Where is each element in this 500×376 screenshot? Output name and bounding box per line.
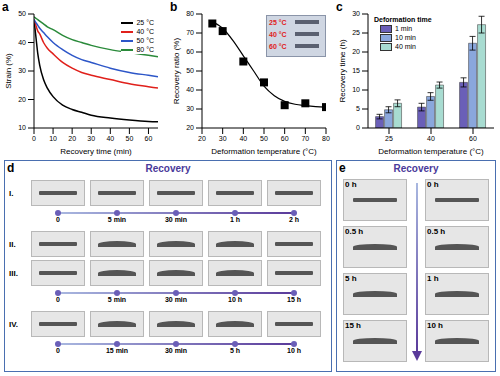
html-text:30 min: 30 min — [164, 216, 188, 223]
svg-text:30: 30 — [18, 67, 26, 74]
svg-text:40: 40 — [239, 135, 247, 142]
svg-text:30: 30 — [219, 135, 227, 142]
html-text:15 min: 15 min — [105, 347, 129, 354]
svg-text:0: 0 — [356, 124, 360, 131]
html-text:Recovery: Recovery — [393, 163, 439, 174]
html-text:10 h: 10 h — [287, 347, 301, 354]
svg-text:40: 40 — [106, 135, 114, 142]
svg-text:80: 80 — [186, 10, 194, 17]
svg-text:40: 40 — [18, 39, 26, 46]
svg-text:60: 60 — [186, 48, 194, 55]
html-text:0: 0 — [56, 216, 60, 223]
html-text:d: d — [7, 161, 15, 175]
html-text:0.5 h: 0.5 h — [427, 227, 446, 236]
html-text:5 min: 5 min — [107, 216, 127, 223]
html-text:1 h: 1 h — [427, 274, 439, 283]
svg-text:30: 30 — [352, 10, 360, 17]
html-text:III.: III. — [9, 268, 18, 278]
svg-text:20: 20 — [68, 135, 76, 142]
html-text:I.: I. — [9, 188, 14, 198]
svg-text:10: 10 — [352, 86, 360, 93]
html-text:IV.: IV. — [9, 319, 18, 329]
svg-text:Recovery ratio (%): Recovery ratio (%) — [172, 38, 181, 105]
html-text:a: a — [2, 0, 9, 14]
html-text:10 h: 10 h — [228, 296, 242, 303]
svg-text:10: 10 — [18, 124, 26, 131]
html-text:5 min: 5 min — [107, 296, 127, 303]
svg-text:5: 5 — [356, 105, 360, 112]
html-text:1 h: 1 h — [229, 216, 241, 223]
svg-text:60: 60 — [469, 135, 477, 142]
svg-text:50: 50 — [18, 10, 26, 17]
svg-text:10: 10 — [49, 135, 57, 142]
svg-text:50: 50 — [260, 135, 268, 142]
html-text:c: c — [336, 0, 343, 14]
svg-text:60: 60 — [281, 135, 289, 142]
html-text:0 h: 0 h — [345, 180, 357, 189]
svg-text:50: 50 — [125, 135, 133, 142]
svg-text:Strain (%): Strain (%) — [4, 53, 13, 89]
html-text:Deformation time: Deformation time — [374, 16, 432, 23]
html-text:10 h: 10 h — [427, 321, 443, 330]
svg-text:Deformation temperature (°C): Deformation temperature (°C) — [211, 147, 317, 156]
html-text:2 h: 2 h — [288, 216, 300, 223]
html-text:10 min: 10 min — [395, 34, 416, 41]
html-text:0: 0 — [56, 347, 60, 354]
html-text:b: b — [170, 0, 178, 14]
svg-text:70: 70 — [301, 135, 309, 142]
html-text:e: e — [339, 161, 346, 175]
svg-text:20: 20 — [186, 124, 194, 131]
svg-text:70: 70 — [186, 29, 194, 36]
html-text:40 min: 40 min — [395, 43, 416, 50]
html-text:15 h: 15 h — [287, 296, 301, 303]
html-text:60 °C: 60 °C — [269, 42, 287, 50]
html-text:5 h: 5 h — [229, 347, 241, 354]
html-text:25 °C: 25 °C — [136, 19, 154, 26]
svg-text:40: 40 — [186, 86, 194, 93]
html-text:1 min: 1 min — [395, 25, 413, 32]
svg-text:50: 50 — [186, 67, 194, 74]
svg-text:15: 15 — [352, 67, 360, 74]
html-text:30 min: 30 min — [164, 296, 188, 303]
html-text:50 °C: 50 °C — [136, 37, 154, 44]
html-text:0: 0 — [56, 296, 60, 303]
svg-text:40: 40 — [427, 135, 435, 142]
svg-text:Deformation temperature (°C): Deformation temperature (°C) — [378, 147, 484, 156]
svg-text:Recovery time (min): Recovery time (min) — [60, 147, 132, 156]
svg-text:30: 30 — [87, 135, 95, 142]
svg-text:30: 30 — [186, 105, 194, 112]
svg-text:0: 0 — [32, 135, 36, 142]
html-text:II.: II. — [9, 239, 16, 249]
svg-text:60: 60 — [145, 135, 153, 142]
svg-text:25: 25 — [352, 29, 360, 36]
svg-text:20: 20 — [18, 96, 26, 103]
svg-text:20: 20 — [198, 135, 206, 142]
html-text:15 h: 15 h — [345, 321, 361, 330]
html-text:30 min: 30 min — [164, 347, 188, 354]
html-text:0 h: 0 h — [427, 180, 439, 189]
html-text:Recovery: Recovery — [145, 163, 191, 174]
html-text:5 h: 5 h — [345, 274, 357, 283]
html-text:40 °C: 40 °C — [269, 30, 287, 38]
html-text:0.5 h: 0.5 h — [345, 227, 364, 236]
html-text:80 °C: 80 °C — [136, 46, 154, 53]
svg-text:20: 20 — [352, 48, 360, 55]
svg-text:80: 80 — [322, 135, 330, 142]
html-text:25 °C: 25 °C — [269, 18, 287, 26]
svg-text:Recovery time (h): Recovery time (h) — [338, 39, 347, 102]
svg-text:25: 25 — [385, 135, 393, 142]
html-text:40 °C: 40 °C — [136, 28, 154, 35]
